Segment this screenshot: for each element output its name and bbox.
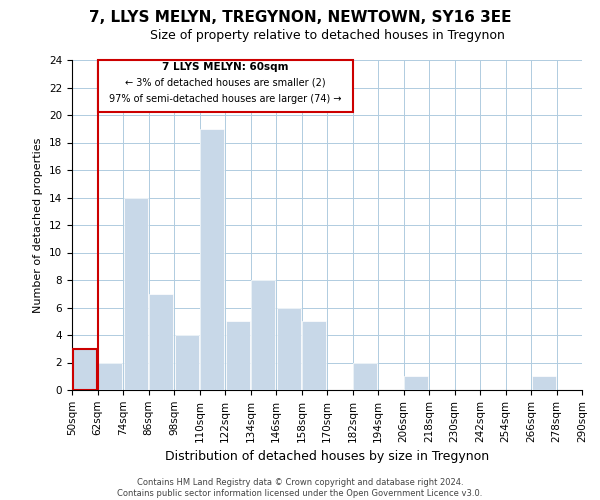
Bar (353, 362, 377, 390)
Bar (404, 376, 428, 390)
Bar (98, 362, 122, 390)
Bar (302, 322, 326, 390)
Bar (149, 294, 173, 390)
Y-axis label: Number of detached properties: Number of detached properties (34, 138, 43, 312)
Text: 7 LLYS MELYN: 60sqm: 7 LLYS MELYN: 60sqm (162, 62, 288, 72)
Bar (97, 60, 353, 112)
X-axis label: Distribution of detached houses by size in Tregynon: Distribution of detached houses by size … (165, 450, 489, 463)
Bar (73, 349, 97, 390)
Bar (251, 280, 275, 390)
Bar (226, 322, 250, 390)
Bar (277, 308, 301, 390)
Bar (175, 335, 199, 390)
Bar (124, 198, 148, 390)
Text: Contains HM Land Registry data © Crown copyright and database right 2024.
Contai: Contains HM Land Registry data © Crown c… (118, 478, 482, 498)
Text: 7, LLYS MELYN, TREGYNON, NEWTOWN, SY16 3EE: 7, LLYS MELYN, TREGYNON, NEWTOWN, SY16 3… (89, 10, 511, 25)
Bar (200, 128, 224, 390)
Text: 97% of semi-detached houses are larger (74) →: 97% of semi-detached houses are larger (… (109, 94, 341, 104)
Bar (532, 376, 556, 390)
Text: ← 3% of detached houses are smaller (2): ← 3% of detached houses are smaller (2) (125, 78, 325, 88)
Text: Size of property relative to detached houses in Tregynon: Size of property relative to detached ho… (149, 29, 505, 42)
Bar (73, 349, 97, 390)
